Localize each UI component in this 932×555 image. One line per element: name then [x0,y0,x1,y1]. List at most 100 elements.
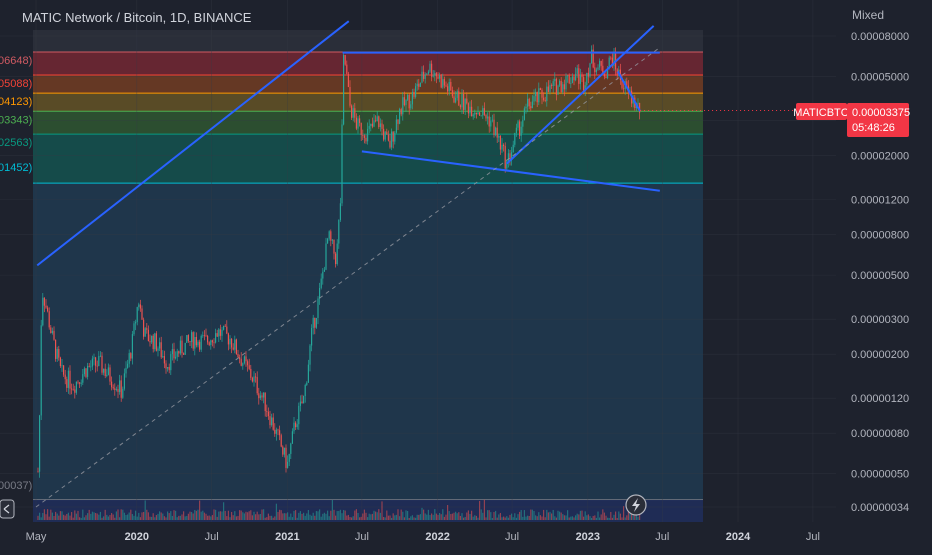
x-tick-label: Jul [355,531,369,543]
candle-body [331,239,333,241]
candle-body [394,132,396,142]
candles [37,44,641,478]
candle-body [381,123,383,129]
candle-body [114,388,116,390]
volume-bar [133,515,135,520]
candle-body [111,381,113,388]
volume-bar [543,509,545,520]
volume-bar [163,516,165,520]
candle-body [179,340,181,354]
volume-bar [306,513,308,520]
candle-body [272,417,274,430]
volume-bar [496,517,498,520]
candle-body [341,124,343,204]
volume-bar [544,517,546,520]
candle-body [282,446,284,455]
volume-bar [437,514,439,520]
volume-bar [407,510,409,520]
candle-body [288,453,290,462]
candle-body [287,461,289,468]
candle-body [570,83,572,84]
candle-body [261,395,263,398]
volume-bar [352,516,354,520]
volume-bar [96,513,98,520]
candle-body [72,389,74,391]
volume-bar [506,516,508,520]
candle-body [234,339,236,350]
candle-body [517,121,519,128]
volume-bar [379,512,381,520]
time-axis[interactable] [0,522,932,550]
volume-bar [535,515,537,520]
candle-body [347,73,349,87]
trendlines[interactable] [35,20,796,508]
volume-bar [58,515,60,520]
candle-body [82,374,84,383]
candle-body [211,340,213,343]
candle-body [106,374,108,377]
volume-bar [563,515,565,520]
volume-bar [138,512,140,520]
price-axis[interactable] [836,0,932,522]
volume-bar [178,515,180,520]
candle-body [423,71,425,79]
dashed-trendline[interactable] [35,47,661,508]
volume-bar [443,516,445,520]
candle-body [223,325,225,330]
volume-bar [408,517,410,520]
volume-bar [173,510,175,520]
volume-bar [458,512,460,520]
panel-toggle[interactable] [0,499,15,519]
volume-bar [565,515,567,520]
fib-retracement[interactable] [33,30,703,522]
volume-bar [199,500,201,520]
volume-bar [515,517,517,520]
candle-body [159,342,161,349]
fib-band [33,183,703,500]
candle-body [637,102,639,104]
candle-body [386,131,388,135]
volume-bar [95,513,97,520]
volume-bar [75,513,77,520]
panel-toggle-icon[interactable] [0,499,15,519]
volume-bar [455,511,457,520]
scale-mode[interactable]: Mixed [852,8,884,22]
y-tick-label: 0.00000080 [851,428,909,440]
trendline[interactable] [36,20,350,267]
volume-bar [152,513,154,520]
candle-body [403,97,405,106]
candle-body [85,368,87,377]
candle-body [224,325,226,327]
candle-body [509,153,511,161]
volume-bar [330,510,332,520]
volume-bar [451,513,453,520]
volume-bar [355,509,357,520]
candle-body [189,341,191,343]
volume-bar [360,516,362,520]
volume-bar [295,510,297,520]
volume-bar [304,515,306,520]
volume-bar [338,511,340,520]
volume-bar [583,516,585,520]
x-tick-label: 2020 [125,531,149,543]
candle-body [71,388,73,390]
candle-body [335,253,337,265]
candle-body [311,327,313,346]
candle-body [592,49,594,68]
candle-body [45,305,47,308]
trendline[interactable] [506,25,655,165]
trendline[interactable] [361,150,660,192]
trendline[interactable] [616,71,641,112]
fib-band [33,75,703,94]
replay-button[interactable] [625,494,647,516]
volume-bar [517,514,519,520]
candle-body [387,134,389,141]
volume-bar [107,516,109,520]
volume-bar [146,509,148,520]
volume-bar [603,512,605,520]
candle-body [589,63,591,77]
candle-body [563,84,565,90]
candle-body [597,67,599,70]
